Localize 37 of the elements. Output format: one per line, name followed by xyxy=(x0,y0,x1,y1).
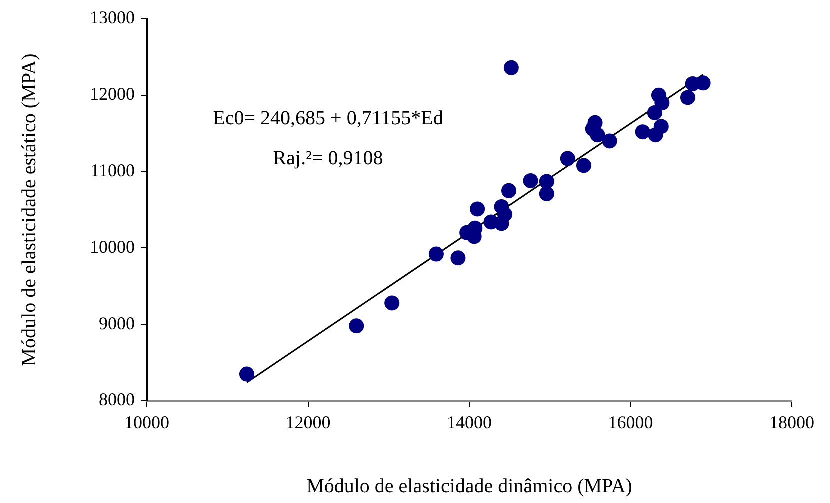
x-tick-label: 16000 xyxy=(608,412,654,433)
y-tick-label: 12000 xyxy=(90,84,135,104)
x-tick-label: 10000 xyxy=(124,412,170,433)
x-tick-label: 14000 xyxy=(447,412,492,433)
point xyxy=(539,174,554,190)
point xyxy=(470,202,486,217)
point xyxy=(654,119,669,134)
y-axis-title: Módulo de elasticidade estático (MPA) xyxy=(18,54,40,366)
point xyxy=(647,105,662,120)
point xyxy=(635,124,650,140)
point xyxy=(680,90,696,106)
point xyxy=(239,366,254,382)
y-tick-label: 10000 xyxy=(90,236,135,257)
point xyxy=(696,76,711,91)
point xyxy=(523,173,538,188)
point xyxy=(539,186,554,202)
point xyxy=(450,250,466,266)
x-axis-title: Módulo de elasticidade dinâmico (MPA) xyxy=(306,475,632,498)
point xyxy=(576,158,592,174)
annotation: Raj.²= 0,9108 xyxy=(273,147,384,170)
point xyxy=(504,60,519,76)
x-tick-label: 18000 xyxy=(770,412,814,433)
point xyxy=(494,199,510,214)
point xyxy=(590,128,606,143)
y-tick-label: 13000 xyxy=(90,8,135,28)
annotation: Ec0= 240,685 + 0,71155*Ed xyxy=(213,107,444,130)
point xyxy=(602,134,618,149)
y-tick-label: 9000 xyxy=(99,313,135,334)
point xyxy=(384,296,400,311)
point xyxy=(428,246,444,262)
point xyxy=(349,318,364,334)
point xyxy=(502,183,517,198)
x-tick-label: 12000 xyxy=(286,412,331,433)
y-tick-label: 8000 xyxy=(99,390,135,410)
point xyxy=(654,96,670,111)
y-tick-label: 11000 xyxy=(90,160,135,181)
point xyxy=(560,151,576,166)
